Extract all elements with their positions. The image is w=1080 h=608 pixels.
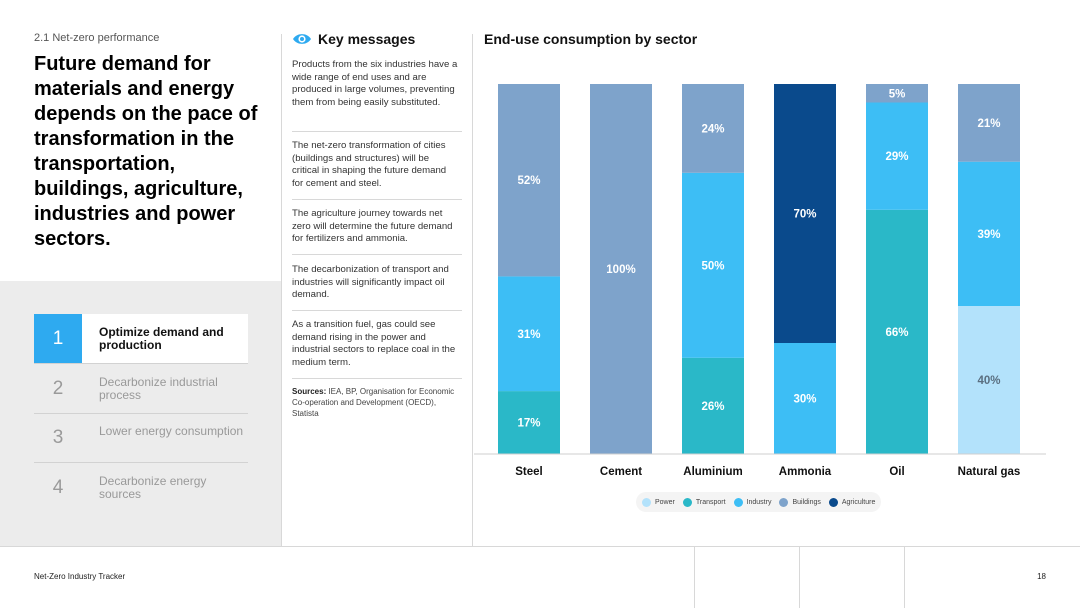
step-label: Decarbonize energy sources xyxy=(99,474,207,501)
data-label: 21% xyxy=(977,118,1000,130)
divider xyxy=(292,131,462,132)
footer-divider xyxy=(694,546,695,608)
bar-segment-industry xyxy=(866,102,928,210)
footer-divider xyxy=(799,546,800,608)
legend-item-power: Power xyxy=(642,497,675,507)
step-label: Decarbonize industrial process xyxy=(99,375,218,402)
legend-label: Buildings xyxy=(792,498,821,506)
steps-panel: 1 Optimize demand and production 2 Decar… xyxy=(0,281,281,546)
sources-label: Sources: xyxy=(292,387,327,396)
key-messages-header: Key messages xyxy=(292,31,415,47)
step-number: 1 xyxy=(34,314,82,363)
x-tick-label: Steel xyxy=(515,466,543,478)
step-optimize-demand[interactable]: 1 Optimize demand and production xyxy=(34,314,248,364)
sources-text: IEA, BP, Organisation for Economic Co-op… xyxy=(292,387,455,418)
data-label: 40% xyxy=(977,375,1000,387)
step-label: Optimize demand and production xyxy=(99,325,224,352)
footer-title: Net-Zero Industry Tracker xyxy=(34,572,126,581)
data-label: 5% xyxy=(889,88,906,100)
chart-title: End-use consumption by sector xyxy=(484,31,698,47)
data-label: 66% xyxy=(885,327,908,339)
legend-item-transport: Transport xyxy=(682,497,726,507)
step-label: Lower energy consumption xyxy=(99,424,244,438)
data-label: 29% xyxy=(885,151,908,163)
divider xyxy=(292,254,462,255)
key-message: The decarbonization of transport and ind… xyxy=(292,264,449,300)
step-lower-energy[interactable]: 3 Lower energy consumption xyxy=(34,413,248,463)
footer-divider xyxy=(904,546,905,608)
legend-label: Power xyxy=(655,498,675,506)
bar-segment-industry xyxy=(498,276,560,392)
stacked-bar-chart: 17% 31% 52% Steel 100% Cement 26% 50% 24% Alumini… xyxy=(474,84,1046,478)
bar-segment-transport xyxy=(866,209,928,454)
legend-swatch xyxy=(682,497,692,507)
key-message: As a transition fuel, gas could see dema… xyxy=(292,319,456,368)
legend-label: Transport xyxy=(695,498,726,506)
legend-swatch xyxy=(828,497,838,507)
x-tick-label: Natural gas xyxy=(958,466,1021,478)
bar-segment-industry xyxy=(958,161,1020,306)
eye-icon xyxy=(293,34,311,44)
divider xyxy=(292,199,462,200)
bar-segment-transport xyxy=(682,357,744,454)
legend-item-industry: Industry xyxy=(733,497,772,507)
sources-note: Sources: IEA, BP, Organisation for Econo… xyxy=(292,386,458,419)
data-label: 39% xyxy=(977,229,1000,241)
legend-label: Agriculture xyxy=(841,498,876,506)
legend-label: Industry xyxy=(746,498,772,506)
x-tick-label: Cement xyxy=(600,466,642,478)
section-label: 2.1 Net-zero performance xyxy=(34,32,160,44)
key-messages-title: Key messages xyxy=(318,31,416,47)
bar-segment-buildings xyxy=(590,84,652,454)
step-decarbonize-energy[interactable]: 4 Decarbonize energy sources xyxy=(34,463,248,512)
data-label: 100% xyxy=(606,264,635,276)
data-label: 52% xyxy=(517,175,540,187)
data-label: 50% xyxy=(701,260,724,272)
column-divider xyxy=(472,34,473,546)
legend-swatch xyxy=(733,497,743,507)
page-title: Future demand for materials and energy d… xyxy=(34,53,258,250)
key-message: The agriculture journey towards net zero… xyxy=(292,208,453,244)
step-decarbonize-process[interactable]: 2 Decarbonize industrial process xyxy=(34,364,248,414)
legend-item-buildings: Buildings xyxy=(779,497,821,507)
key-message: Products from the six industries have a … xyxy=(292,59,458,108)
data-label: 31% xyxy=(517,329,540,341)
column-divider xyxy=(281,34,282,546)
x-tick-label: Oil xyxy=(889,466,904,478)
key-message: The net-zero transformation of cities (b… xyxy=(292,140,447,189)
step-number: 4 xyxy=(52,476,64,498)
bar-segment-industry xyxy=(774,343,836,454)
data-label: 30% xyxy=(793,394,816,406)
x-tick-label: Ammonia xyxy=(779,466,832,478)
chart-legend: Power Transport Industry Buildings Agricultu… xyxy=(636,492,882,512)
divider xyxy=(292,310,462,311)
data-label: 26% xyxy=(701,401,724,413)
data-label: 24% xyxy=(701,123,724,135)
footer-rule xyxy=(0,546,1080,547)
data-label: 70% xyxy=(793,209,816,221)
legend-item-agriculture: Agriculture xyxy=(828,497,876,507)
legend-swatch xyxy=(642,497,651,507)
page-number: 18 xyxy=(1037,572,1046,581)
bar-segment-buildings xyxy=(682,84,744,173)
x-tick-label: Aluminium xyxy=(683,466,742,478)
bar-segment-power xyxy=(958,306,1020,454)
bar-segment-transport xyxy=(498,391,560,454)
bar-segment-agriculture xyxy=(774,84,836,343)
bar-segment-industry xyxy=(682,172,744,358)
divider xyxy=(292,378,462,379)
step-number: 3 xyxy=(52,426,64,448)
bar-segment-buildings xyxy=(958,84,1020,162)
data-label: 17% xyxy=(517,418,540,430)
step-number: 2 xyxy=(52,377,64,399)
bar-segment-buildings xyxy=(866,84,928,103)
legend-swatch xyxy=(779,497,789,507)
bar-segment-buildings xyxy=(498,84,560,277)
